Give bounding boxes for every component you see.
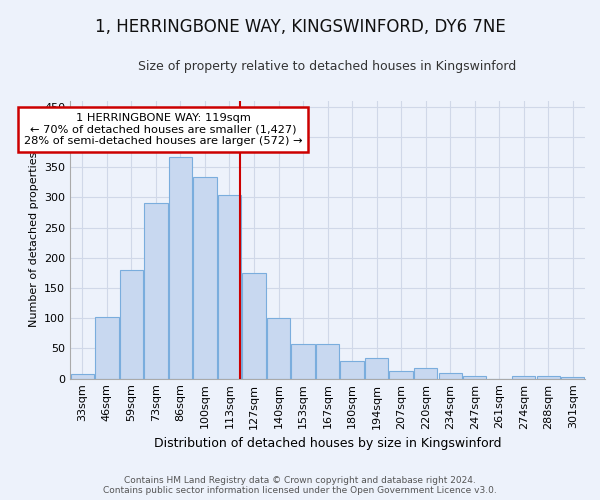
Bar [218, 196, 241, 378]
Bar [292, 344, 314, 378]
Y-axis label: Number of detached properties: Number of detached properties [29, 152, 38, 328]
Bar [316, 344, 339, 378]
Bar [365, 358, 388, 378]
Bar [340, 360, 364, 378]
Text: 1, HERRINGBONE WAY, KINGSWINFORD, DY6 7NE: 1, HERRINGBONE WAY, KINGSWINFORD, DY6 7N… [95, 18, 505, 36]
Text: Contains HM Land Registry data © Crown copyright and database right 2024.
Contai: Contains HM Land Registry data © Crown c… [103, 476, 497, 495]
Bar [439, 372, 462, 378]
Bar [193, 178, 217, 378]
Text: 1 HERRINGBONE WAY: 119sqm
← 70% of detached houses are smaller (1,427)
28% of se: 1 HERRINGBONE WAY: 119sqm ← 70% of detac… [24, 112, 302, 146]
Bar [561, 377, 584, 378]
X-axis label: Distribution of detached houses by size in Kingswinford: Distribution of detached houses by size … [154, 437, 502, 450]
Bar [414, 368, 437, 378]
Bar [95, 317, 119, 378]
Bar [512, 376, 535, 378]
Bar [144, 204, 167, 378]
Bar [463, 376, 487, 378]
Bar [169, 157, 192, 378]
Title: Size of property relative to detached houses in Kingswinford: Size of property relative to detached ho… [139, 60, 517, 73]
Bar [389, 372, 413, 378]
Bar [267, 318, 290, 378]
Bar [536, 376, 560, 378]
Bar [71, 374, 94, 378]
Bar [242, 273, 266, 378]
Bar [120, 270, 143, 378]
